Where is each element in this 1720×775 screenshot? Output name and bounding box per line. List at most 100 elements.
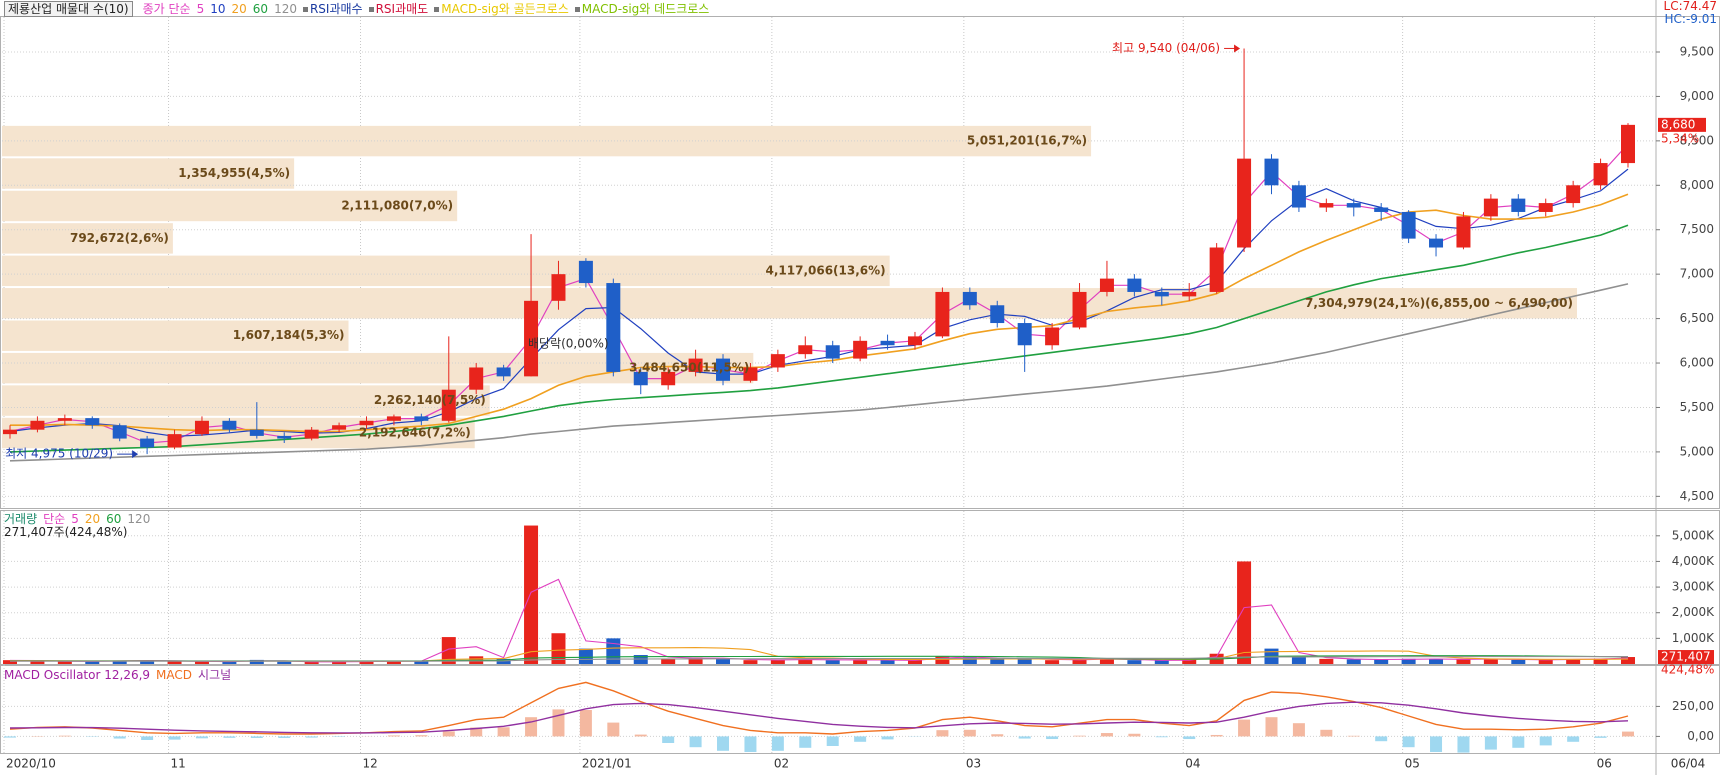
candle-body bbox=[414, 416, 429, 421]
oscillator-bar bbox=[305, 736, 318, 738]
candle-body bbox=[57, 418, 72, 421]
last-volume-change: 424,48% bbox=[1661, 663, 1714, 677]
x-tick-label: 2020/10 bbox=[6, 757, 56, 771]
volume-bar bbox=[524, 525, 539, 664]
y-tick-label: 0,00 bbox=[1687, 729, 1714, 743]
moving-average-line bbox=[9, 283, 1629, 462]
volume-bar bbox=[1401, 658, 1416, 664]
candle-body bbox=[990, 305, 1005, 324]
oscillator-bar bbox=[1622, 731, 1634, 737]
x-tick-label: 03 bbox=[966, 757, 981, 771]
y-tick-label: 1,000K bbox=[1672, 631, 1715, 645]
volume-profile-band bbox=[2, 255, 890, 287]
candle-body bbox=[277, 435, 292, 439]
legend-entry: MACD-sig와 데드크로스 bbox=[581, 2, 710, 16]
volume-bar bbox=[743, 660, 758, 664]
last-date-label: 06/04 bbox=[1671, 757, 1706, 771]
candle-body bbox=[222, 420, 237, 430]
volume-bar bbox=[661, 658, 676, 664]
candle-body bbox=[359, 420, 374, 426]
oscillator-bar bbox=[1430, 736, 1443, 752]
candle-body bbox=[167, 434, 182, 448]
candle-body bbox=[1456, 216, 1471, 248]
legend-entry: RSI과매수 bbox=[309, 2, 363, 16]
oscillator-bar bbox=[1292, 723, 1305, 737]
last-price-change: 5,34% bbox=[1661, 131, 1699, 145]
legend-entry: MACD-sig와 골든크로스 bbox=[441, 2, 569, 16]
legend-entry: 20 bbox=[84, 512, 101, 526]
oscillator-bar bbox=[1238, 719, 1251, 737]
candle-body bbox=[770, 354, 785, 368]
y-tick-label: 9,000 bbox=[1680, 89, 1714, 103]
y-tick-label: 7,500 bbox=[1680, 222, 1714, 236]
annotation: 최저 4,975 (10/29) bbox=[5, 447, 113, 461]
volume-bar bbox=[30, 660, 45, 664]
candle-body bbox=[496, 367, 511, 377]
x-tick-label: 12 bbox=[363, 757, 378, 771]
candle-body bbox=[1017, 323, 1032, 346]
legend-entry: RSI과매도 bbox=[375, 2, 429, 16]
oscillator-bar bbox=[168, 736, 181, 740]
oscillator-bar bbox=[470, 727, 483, 737]
volume-bar bbox=[277, 661, 292, 664]
macd-legend: MACD Oscillator 12,26,9 MACD 시그널 bbox=[4, 668, 231, 682]
candle-body bbox=[1045, 327, 1060, 346]
volume-bar bbox=[1045, 660, 1060, 664]
volume-profile-band bbox=[2, 352, 754, 384]
candle-body bbox=[962, 291, 977, 306]
candle-body bbox=[1237, 158, 1252, 248]
moving-average-line bbox=[10, 193, 1629, 433]
volume-bar bbox=[1538, 659, 1553, 664]
x-tick-label: 04 bbox=[1185, 757, 1200, 771]
x-tick-label: 02 bbox=[774, 757, 789, 771]
volume-bar bbox=[441, 637, 456, 664]
last-volume-box bbox=[1658, 650, 1714, 665]
legend-entry: 5 bbox=[196, 2, 205, 16]
volume-bar bbox=[1291, 656, 1306, 664]
volume-profile-band bbox=[2, 223, 173, 254]
candle-body bbox=[1209, 247, 1224, 292]
volume-bar bbox=[1346, 659, 1361, 664]
legend-title: 제룡산업 매물대 수(10) bbox=[4, 1, 133, 17]
candle-body bbox=[112, 425, 127, 439]
indicator-labels: LC:74.47 HC:-9.01 bbox=[1664, 0, 1717, 26]
candle-body bbox=[1182, 291, 1197, 297]
legend-entry: 120 bbox=[127, 512, 151, 526]
oscillator-bar bbox=[854, 736, 867, 742]
volume-bar bbox=[880, 660, 895, 664]
volume-info: 271,407주(424,48%) bbox=[4, 525, 127, 539]
candle-body bbox=[30, 420, 45, 430]
oscillator-bar bbox=[1594, 736, 1607, 738]
candle-body bbox=[332, 425, 347, 430]
y-tick-label: 4,500 bbox=[1680, 489, 1714, 503]
legend-swatch bbox=[302, 7, 308, 12]
oscillator-bar bbox=[497, 727, 510, 737]
candle-body bbox=[249, 429, 264, 436]
macd-line bbox=[9, 681, 1629, 735]
oscillator-bar bbox=[278, 736, 291, 738]
volume-bar bbox=[1593, 658, 1608, 664]
candle-body bbox=[3, 429, 17, 435]
oscillator-bar bbox=[141, 736, 154, 740]
y-tick-label: 5,000K bbox=[1672, 528, 1715, 542]
candle-body bbox=[716, 358, 731, 381]
candle-body bbox=[1346, 203, 1361, 208]
oscillator-bar bbox=[195, 736, 208, 739]
candle-body bbox=[1429, 238, 1444, 248]
oscillator-bar bbox=[1100, 733, 1113, 737]
oscillator-bar bbox=[4, 736, 16, 738]
y-tick-label: 3,000K bbox=[1672, 580, 1715, 594]
legend-entry: 120 bbox=[274, 2, 297, 16]
oscillator-bar bbox=[1320, 729, 1333, 737]
volume-bar bbox=[1237, 561, 1252, 664]
volume-bar bbox=[304, 661, 319, 664]
candle-body bbox=[688, 358, 703, 372]
oscillator-bar bbox=[771, 736, 784, 751]
volume-bar bbox=[825, 660, 840, 664]
oscillator-bar bbox=[1484, 736, 1497, 750]
oscillator-bar bbox=[1512, 736, 1525, 748]
oscillator-bar bbox=[689, 736, 702, 748]
legend-swatch bbox=[368, 7, 374, 12]
